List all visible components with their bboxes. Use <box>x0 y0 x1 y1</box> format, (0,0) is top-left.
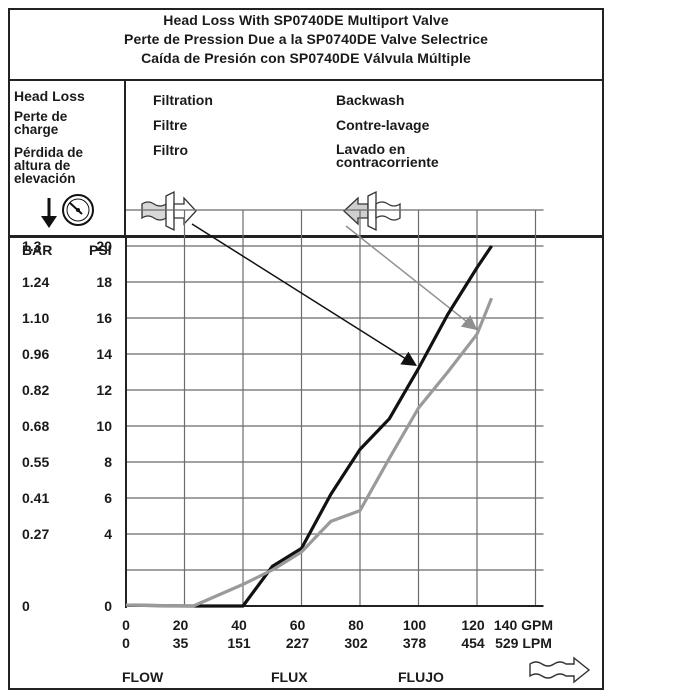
gpm-tick-label: 80 <box>348 617 364 633</box>
bar-tick-label: 0.96 <box>22 346 49 362</box>
backwash-label-spanish: Lavado en contracorriente <box>336 141 439 170</box>
backwash-label-english: Backwash <box>336 92 405 108</box>
psi-tick-label: 20 <box>96 238 112 254</box>
gpm-tick-label: 0 <box>122 617 130 633</box>
lpm-tick-label: 378 <box>403 635 427 651</box>
title-spanish: Caída de Presión con SP0740DE Válvula Mú… <box>141 50 471 66</box>
backwash-series-line <box>125 297 494 608</box>
psi-tick-label: 18 <box>96 274 112 290</box>
psi-tick-label: 4 <box>104 526 112 542</box>
legend-pointers <box>191 223 478 367</box>
headloss-label-french: Perte de charge <box>14 109 68 137</box>
backwash-pointer-arrow <box>345 225 478 331</box>
bar-tick-label: 0.27 <box>22 526 49 542</box>
gpm-tick-label: 40 <box>231 617 247 633</box>
chart-series <box>125 245 494 608</box>
headloss-label-english: Head Loss <box>14 88 85 104</box>
filtration-label-english: Filtration <box>153 92 213 108</box>
gpm-tick-label: 20 <box>173 617 189 633</box>
bar-tick-label: 0.41 <box>22 490 49 506</box>
psi-tick-label: 6 <box>104 490 112 506</box>
psi-tick-label: 14 <box>96 346 112 362</box>
gpm-tick-label: 100 <box>403 617 427 633</box>
backwash-label-french: Contre-lavage <box>336 117 430 133</box>
lpm-tick-label: 151 <box>227 635 251 651</box>
bar-tick-label: 1.3 <box>22 238 42 254</box>
flow-label-spanish: FLUJO <box>398 669 444 685</box>
chart-grid <box>125 209 544 608</box>
gpm-tick-label: 120 <box>461 617 485 633</box>
bar-tick-label: 0.68 <box>22 418 49 434</box>
bar-tick-label: 1.24 <box>22 274 49 290</box>
bar-axis-label: BAR <box>22 242 53 258</box>
bar-tick-label: 0.55 <box>22 454 49 470</box>
flow-label-french: FLUX <box>271 669 308 685</box>
filtration-pointer-arrow <box>191 223 418 367</box>
psi-tick-label: 16 <box>96 310 112 326</box>
psi-tick-label: 12 <box>96 382 112 398</box>
filtration-label-spanish: Filtro <box>153 142 188 158</box>
down-arrow-icon <box>41 198 57 228</box>
lpm-tick-label: 227 <box>286 635 310 651</box>
bar-tick-label: 1.10 <box>22 310 49 326</box>
lpm-tick-label: 529 LPM <box>495 635 552 651</box>
backwash-valve-icon <box>343 190 401 232</box>
bar-tick-label: 0.82 <box>22 382 49 398</box>
title-french: Perte de Pression Due a la SP0740DE Valv… <box>124 31 488 47</box>
flow-arrow-icon <box>529 656 591 684</box>
filtration-label-french: Filtre <box>153 117 188 133</box>
chart-frame <box>8 8 604 690</box>
chart-ticks: 0040.2760.4180.55100.68120.82140.96161.1… <box>22 238 553 651</box>
flow-label-english: FLOW <box>122 669 164 685</box>
headloss-label-spanish: Pérdida de altura de elevación <box>14 145 84 186</box>
lpm-tick-label: 454 <box>461 635 485 651</box>
header-chart-divider <box>8 235 604 238</box>
lpm-tick-label: 0 <box>122 635 130 651</box>
gpm-tick-label: 140 GPM <box>494 617 553 633</box>
gpm-tick-label: 60 <box>290 617 306 633</box>
header-column-divider <box>124 79 126 238</box>
bar-tick-label: 0 <box>22 598 30 614</box>
psi-tick-label: 0 <box>104 598 112 614</box>
psi-tick-label: 8 <box>104 454 112 470</box>
psi-tick-label: 10 <box>96 418 112 434</box>
pressure-gauge-icon <box>62 194 94 226</box>
psi-axis-label: PSI <box>89 242 112 258</box>
filtration-series-line <box>125 245 493 608</box>
lpm-tick-label: 35 <box>173 635 189 651</box>
title-divider <box>8 79 604 81</box>
lpm-tick-label: 302 <box>344 635 368 651</box>
title-english: Head Loss With SP0740DE Multiport Valve <box>163 12 449 28</box>
